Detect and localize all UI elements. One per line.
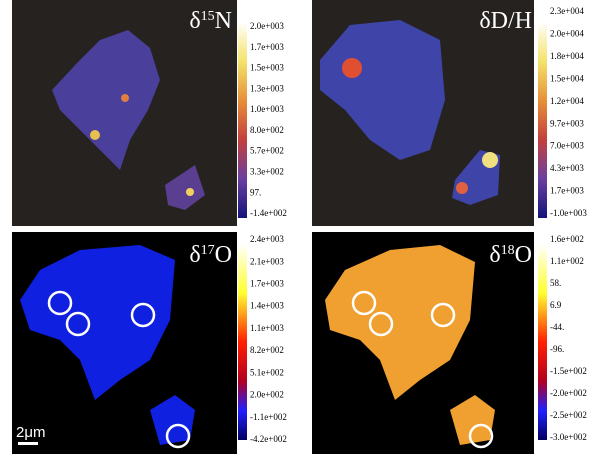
panel-o17: 2μm xyxy=(12,232,247,454)
colorbar-label: 6.9 xyxy=(550,300,562,310)
title-element: O xyxy=(515,242,532,268)
colorbar-label: -1.5e+002 xyxy=(550,366,587,376)
colorbar-label: 97. xyxy=(250,187,261,197)
title-element: O xyxy=(215,242,232,268)
colorbar-label: 1.5e+003 xyxy=(250,63,284,73)
colorbar-label: 2.0e+004 xyxy=(550,29,584,39)
colorbar-label: -44. xyxy=(550,322,564,332)
title-symbol: δ xyxy=(189,242,200,268)
title-symbol: δD/H xyxy=(479,8,532,34)
colorbar-label: -4.2e+002 xyxy=(250,434,287,444)
panel-n15 xyxy=(12,0,247,226)
colorbar-label: 7.0e+003 xyxy=(550,141,584,151)
colorbar-label: 1.7e+003 xyxy=(550,186,584,196)
colorbar-label: 2.0e+003 xyxy=(250,21,284,31)
colorbar-label: 1.2e+004 xyxy=(550,96,584,106)
colorbar-label: 8.2e+002 xyxy=(250,345,284,355)
colorbar-label: 1.3e+003 xyxy=(250,83,284,93)
colorbar-label: 1.5e+004 xyxy=(550,73,584,83)
title-symbol: δ xyxy=(489,242,500,268)
title-mass: 15 xyxy=(201,9,215,24)
colorbar-label: -96. xyxy=(550,344,564,354)
colorbar-label: 1.7e+003 xyxy=(250,279,284,289)
colorbar-label: 58. xyxy=(550,278,561,288)
colorbar-label: 5.7e+002 xyxy=(250,146,284,156)
colorbar-label: 1.8e+004 xyxy=(550,51,584,61)
colorbar-label: 3.3e+002 xyxy=(250,167,284,177)
colorbar-label: 5.1e+002 xyxy=(250,367,284,377)
colorbar-label: 1.4e+003 xyxy=(250,301,284,311)
colorbar-label: -3.0e+002 xyxy=(550,432,587,442)
colorbar-label: 1.0e+003 xyxy=(250,104,284,114)
panel-title: δ17O xyxy=(189,242,232,268)
colorbar-label: -1.4e+002 xyxy=(250,208,287,218)
colorbar-label: -2.5e+002 xyxy=(550,410,587,420)
colorbar-label: 2.4e+003 xyxy=(250,234,284,244)
title-symbol: δ xyxy=(189,8,200,34)
colorbar-label: 1.7e+003 xyxy=(250,42,284,52)
colorbar-label: 2.1e+003 xyxy=(250,256,284,266)
colorbar-label: 1.1e+002 xyxy=(550,256,584,266)
title-mass: 18 xyxy=(501,243,515,258)
colorbar-label: 1.1e+003 xyxy=(250,323,284,333)
panel-dh xyxy=(312,0,547,226)
panel-title: δ15N xyxy=(189,8,232,34)
colorbar-label: -1.0e+003 xyxy=(550,208,587,218)
colorbar-label: 2.0e+002 xyxy=(250,390,284,400)
colorbar-label: 2.3e+004 xyxy=(550,6,584,16)
panel-title: δD/H xyxy=(479,8,532,34)
colorbar-label: -1.1e+002 xyxy=(250,412,287,422)
colorbar-label: 4.3e+003 xyxy=(550,163,584,173)
colorbar-label: -2.0e+002 xyxy=(550,388,587,398)
title-element: N xyxy=(215,8,232,34)
scale-bar-label: 2μm xyxy=(16,424,45,441)
colorbar-label: 1.6e+002 xyxy=(550,234,584,244)
colorbar-label: 9.7e+003 xyxy=(550,118,584,128)
panel-o18 xyxy=(312,232,547,454)
panel-title: δ18O xyxy=(489,242,532,268)
title-mass: 17 xyxy=(201,243,215,258)
colorbar-label: 8.0e+002 xyxy=(250,125,284,135)
